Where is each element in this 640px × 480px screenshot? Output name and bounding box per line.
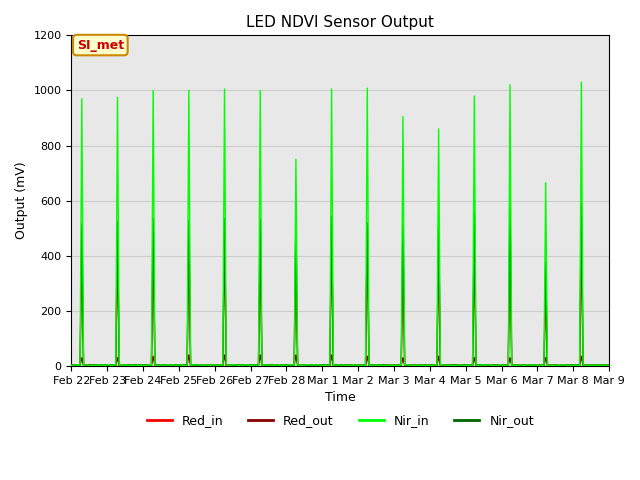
Title: LED NDVI Sensor Output: LED NDVI Sensor Output [246, 15, 434, 30]
X-axis label: Time: Time [325, 391, 356, 404]
Y-axis label: Output (mV): Output (mV) [15, 162, 28, 240]
Text: SI_met: SI_met [77, 38, 124, 51]
Legend: Red_in, Red_out, Nir_in, Nir_out: Red_in, Red_out, Nir_in, Nir_out [141, 409, 539, 432]
